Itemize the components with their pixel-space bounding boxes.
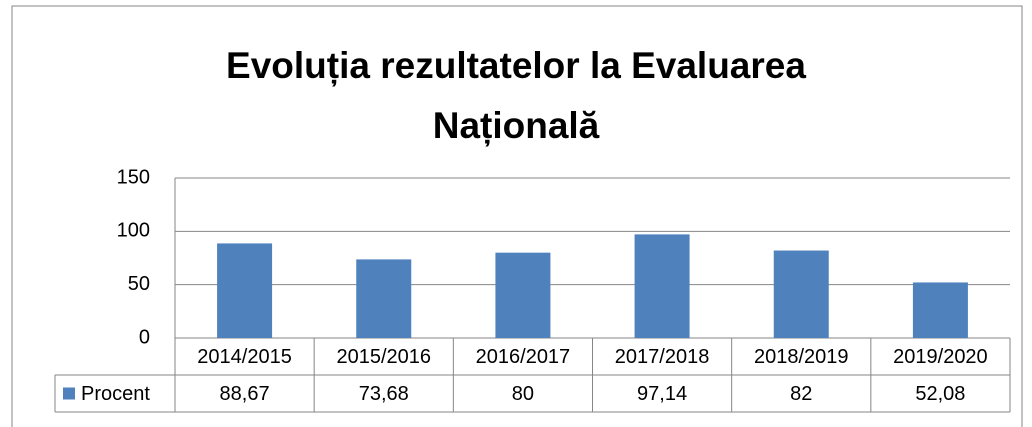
value-label: 80 [512, 383, 534, 405]
x-tick-label: 2016/2017 [476, 346, 571, 368]
value-label: 52,08 [915, 383, 965, 405]
bar [773, 250, 829, 338]
bar [356, 259, 412, 338]
y-tick-label: 150 [117, 166, 150, 188]
chart-title: Evoluția rezultatelor la Evaluarea Națio… [226, 45, 806, 146]
y-tick-label: 0 [139, 326, 150, 348]
value-label: 88,67 [220, 383, 270, 405]
x-tick-label: 2015/2016 [336, 346, 431, 368]
bar [634, 234, 690, 338]
bar [495, 252, 551, 338]
x-tick-label: 2018/2019 [754, 346, 849, 368]
chart-border [11, 5, 1023, 427]
value-label: 97,14 [637, 383, 687, 405]
value-label: 73,68 [359, 383, 409, 405]
x-tick-label: 2017/2018 [615, 346, 710, 368]
x-tick-label: 2019/2020 [893, 346, 988, 368]
legend-swatch [63, 387, 75, 400]
value-label: 82 [790, 383, 812, 405]
bar [217, 243, 273, 338]
y-tick-label: 100 [117, 220, 150, 242]
y-tick-label: 50 [128, 273, 150, 295]
x-tick-label: 2014/2015 [197, 346, 292, 368]
legend-label: Procent [81, 383, 150, 405]
bar [912, 282, 968, 338]
